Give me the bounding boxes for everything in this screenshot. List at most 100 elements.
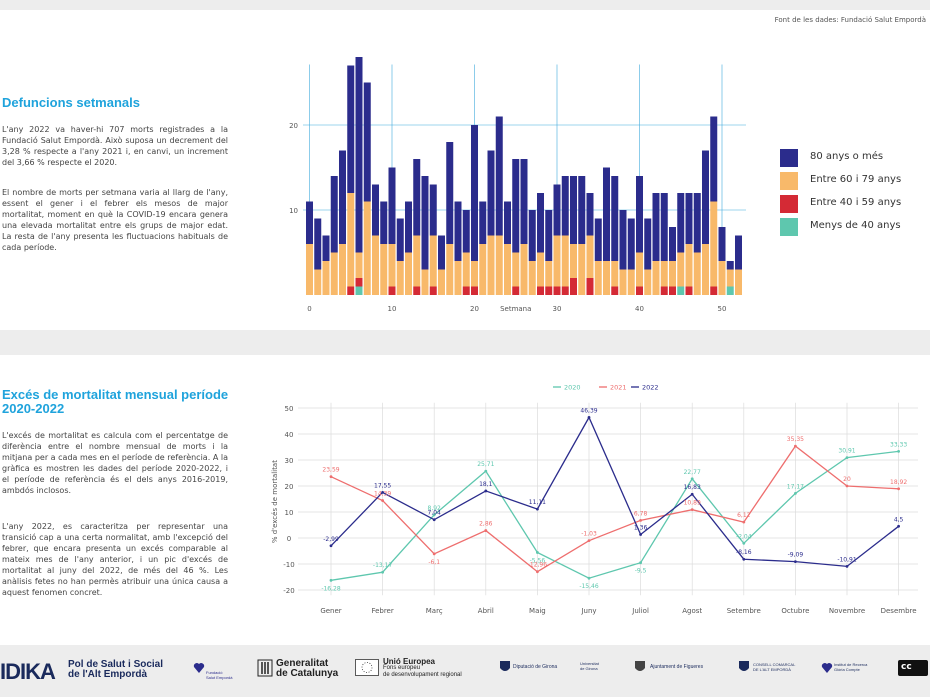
bar-segment xyxy=(380,244,388,295)
bar-segment xyxy=(446,244,454,295)
eu-fund-logo: Unió Europea Fons europeu de desenvolupame… xyxy=(383,658,462,679)
bar-segment xyxy=(462,252,470,287)
data-point xyxy=(897,524,900,528)
bar-segment xyxy=(570,176,577,244)
bar-segment xyxy=(520,244,528,295)
udg-line-2: de Girona xyxy=(580,666,598,671)
bar-segment xyxy=(735,235,742,270)
bar-segment xyxy=(537,286,544,295)
data-label: 17,17 xyxy=(787,483,804,490)
data-label: 14,39 xyxy=(374,491,391,498)
data-point xyxy=(484,529,488,532)
bar-segment xyxy=(553,235,561,287)
institut-heart-icon xyxy=(821,663,833,673)
data-label: 17,55 xyxy=(374,482,391,489)
fundacio-salut-logo: Fundació Salut Empordà xyxy=(206,670,232,680)
x-tick-label: Juny xyxy=(580,607,596,615)
data-point xyxy=(432,513,436,517)
bar-segment xyxy=(619,210,627,270)
bar-segment xyxy=(627,218,635,270)
bar-segment xyxy=(479,244,487,295)
bar-segment xyxy=(586,193,594,236)
footer-logos: IDIKA Pol de Salut i Social de l'Alt Empo… xyxy=(0,652,930,697)
bar-segment xyxy=(685,286,693,295)
y-tick-label: 40 xyxy=(285,431,294,439)
udg-logo: Universitat de Girona xyxy=(580,661,599,671)
legend-swatch xyxy=(780,195,798,213)
bar-segment xyxy=(479,201,487,244)
data-label: 10,89 xyxy=(684,500,701,507)
institut-line-2: Glòria Compte xyxy=(834,667,860,672)
bar-segment xyxy=(611,286,619,295)
legend-item-60-79: Entre 60 i 79 anys xyxy=(780,172,920,190)
data-point xyxy=(897,487,900,491)
bar-segment xyxy=(512,286,520,295)
bar-segment xyxy=(347,193,355,287)
bar-segment xyxy=(718,261,726,295)
data-label: -16,28 xyxy=(321,585,341,592)
bar-segment xyxy=(702,244,709,295)
data-point xyxy=(381,490,384,494)
data-point xyxy=(329,544,333,548)
x-tick-label: 20 xyxy=(470,305,479,313)
bar-segment xyxy=(660,286,668,295)
generalitat-emblem-icon xyxy=(257,659,273,677)
data-point xyxy=(329,578,333,582)
y-tick-label: 20 xyxy=(285,483,294,491)
bar-segment xyxy=(396,261,404,295)
legend-item-40-59: Entre 40 i 59 anys xyxy=(780,195,920,213)
bar-segment xyxy=(438,269,445,295)
excess-mortality-card: Excés de mortalitat mensual període 2020… xyxy=(0,355,930,645)
consell-line-2: DE L'ALT EMPORDÀ xyxy=(753,667,791,672)
data-label: 30,91 xyxy=(838,448,855,455)
bar-segment xyxy=(537,252,544,287)
data-label: -13,17 xyxy=(373,562,393,569)
bar-segment xyxy=(578,244,586,295)
bar-segment xyxy=(553,184,561,236)
x-tick-label: Març xyxy=(426,607,443,615)
data-point xyxy=(587,576,591,580)
x-tick-label: 30 xyxy=(553,305,562,313)
bar-segment xyxy=(528,210,536,261)
section-title-weekly-deaths: Defuncions setmanals xyxy=(2,95,140,110)
y-tick-label: 10 xyxy=(285,509,294,517)
bar-segment xyxy=(545,210,553,261)
data-label: -6,1 xyxy=(428,559,440,566)
series-line xyxy=(330,445,899,573)
y-tick-label: -10 xyxy=(283,561,294,569)
x-tick-label: 0 xyxy=(307,305,311,313)
data-label: 23,59 xyxy=(322,467,339,474)
data-point xyxy=(432,552,436,556)
data-label: 35,35 xyxy=(787,436,804,443)
weekly-deaths-paragraph-2: El nombre de morts per setmana varia al … xyxy=(2,188,228,252)
pol-line-2: de l'Alt Empordà xyxy=(68,669,148,680)
x-tick-label: Febrer xyxy=(371,607,393,615)
bar-segment xyxy=(710,286,718,295)
bar-segment xyxy=(355,57,363,253)
data-label: 8,92 xyxy=(428,505,442,512)
data-label: 2,86 xyxy=(479,521,493,528)
bar-segment xyxy=(454,201,462,261)
data-point xyxy=(794,444,797,448)
bar-segment xyxy=(735,269,742,295)
pol-salut-logo: Pol de Salut i Social de l'Alt Empordà xyxy=(68,660,163,680)
bar-segment xyxy=(594,218,602,261)
data-point xyxy=(742,541,746,545)
y-tick-label: 20 xyxy=(289,122,298,130)
bar-segment xyxy=(644,269,652,295)
institut-line-1: Institut de Recerca xyxy=(834,662,868,667)
bar-segment xyxy=(545,261,553,287)
data-label: -8,16 xyxy=(736,549,752,556)
bar-segment xyxy=(669,261,676,287)
legend-label: 80 anys o més xyxy=(810,151,884,162)
bar-segment xyxy=(611,176,619,261)
eu-line-2: Fons europeu xyxy=(383,665,421,671)
data-source: Font de les dades: Fundació Salut Empord… xyxy=(774,16,926,24)
x-tick-label: Desembre xyxy=(881,607,917,615)
x-tick-label: Agost xyxy=(682,607,702,615)
bar-segment xyxy=(347,65,355,193)
bar-segment xyxy=(339,244,346,295)
fundacio-line-1: Fundació xyxy=(206,670,223,675)
data-label: 6,12 xyxy=(737,512,751,519)
bar-segment xyxy=(330,252,338,295)
